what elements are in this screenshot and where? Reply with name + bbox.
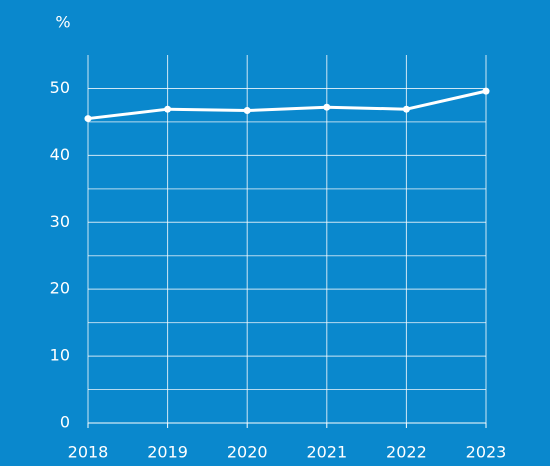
y-tick-label: 30 (50, 212, 70, 231)
point (84, 115, 92, 123)
line (87, 89, 487, 121)
x-tick-label: 2023 (466, 443, 507, 462)
x-tick-label: 2022 (386, 443, 427, 462)
y-tick-label: 0 (60, 413, 70, 432)
point (323, 103, 331, 111)
point (482, 87, 490, 95)
point (164, 105, 172, 113)
point (402, 105, 410, 113)
x-tick-label: 2020 (227, 443, 268, 462)
x-tick-label: 2018 (68, 443, 109, 462)
y-axis-label: % (55, 13, 70, 32)
x-tick-label: 2021 (306, 443, 347, 462)
y-tick-label: 20 (50, 279, 70, 298)
y-tick-label: 50 (50, 78, 70, 97)
y-tick-label: 40 (50, 145, 70, 164)
x-tick-label: 2019 (147, 443, 188, 462)
y-tick-label: 10 (50, 346, 70, 365)
point (243, 107, 251, 115)
